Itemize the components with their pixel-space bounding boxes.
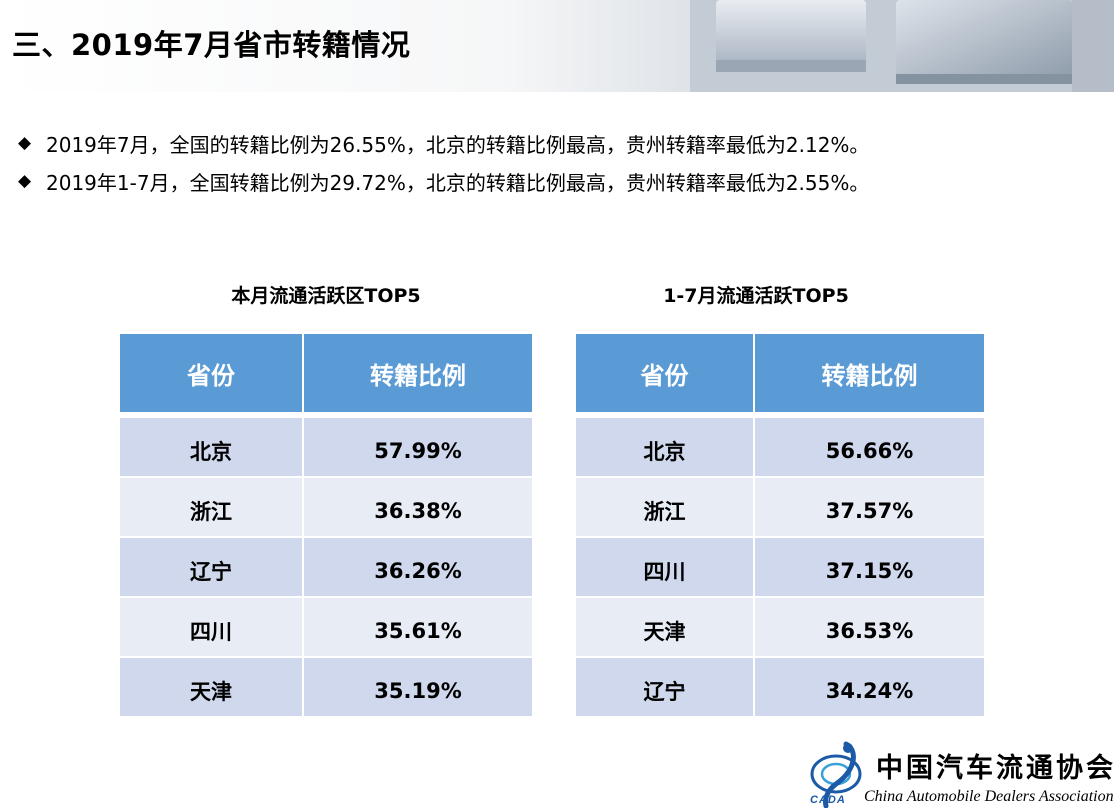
- column-header-ratio: 转籍比例: [303, 334, 532, 412]
- table-ytd-top5: 省份 转籍比例 北京 56.66% 浙江 37.57% 四川 37.15% 天津…: [576, 334, 984, 716]
- table-row: 辽宁 36.26%: [120, 536, 532, 597]
- cell-ratio: 35.19%: [303, 656, 532, 716]
- table-row: 天津 36.53%: [576, 596, 984, 657]
- table-monthly-top5: 省份 转籍比例 北京 57.99% 浙江 36.38% 辽宁 36.26% 四川…: [120, 334, 532, 716]
- logo-name-chinese: 中国汽车流通协会: [876, 753, 1114, 784]
- table-row: 浙江 36.38%: [120, 476, 532, 537]
- column-header-ratio: 转籍比例: [754, 334, 984, 412]
- cell-ratio: 34.24%: [754, 656, 984, 716]
- cada-emblem-icon: [810, 741, 862, 808]
- cell-ratio: 37.57%: [754, 476, 984, 537]
- cell-ratio: 35.61%: [303, 596, 532, 657]
- page-title: 三、2019年7月省市转籍情况: [12, 28, 411, 62]
- summary-bullets: ◆ 2019年7月，全国的转籍比例为26.55%，北京的转籍比例最高，贵州转籍率…: [18, 124, 1098, 200]
- cell-ratio: 36.38%: [303, 476, 532, 537]
- header-photo-cubes: [690, 0, 1114, 92]
- cell-province: 北京: [576, 416, 755, 477]
- cell-ratio: 56.66%: [754, 416, 984, 477]
- logo-abbreviation: CADA: [810, 794, 846, 806]
- table-row: 北京 57.99%: [120, 416, 532, 477]
- cell-province: 浙江: [576, 476, 755, 537]
- column-header-province: 省份: [576, 334, 755, 412]
- table-row: 四川 35.61%: [120, 596, 532, 657]
- diamond-bullet-icon: ◆: [18, 133, 32, 153]
- cell-province: 辽宁: [120, 536, 304, 597]
- table-row: 浙江 37.57%: [576, 476, 984, 537]
- table-header-row: 省份 转籍比例: [576, 334, 984, 412]
- cada-logo: CADA 中国汽车流通协会 China Automobile Dealers A…: [798, 738, 1114, 810]
- cell-province: 四川: [120, 596, 304, 657]
- logo-name-english: China Automobile Dealers Association: [864, 788, 1114, 805]
- header-banner: 三、2019年7月省市转籍情况: [0, 0, 1114, 92]
- cell-province: 辽宁: [576, 656, 755, 716]
- table-row: 四川 37.15%: [576, 536, 984, 597]
- cell-ratio: 36.26%: [303, 536, 532, 597]
- table-row: 辽宁 34.24%: [576, 656, 984, 716]
- table-row: 北京 56.66%: [576, 416, 984, 477]
- bullet-text: 2019年7月，全国的转籍比例为26.55%，北京的转籍比例最高，贵州转籍率最低…: [46, 132, 870, 157]
- cell-province: 天津: [576, 596, 755, 657]
- cell-province: 四川: [576, 536, 755, 597]
- cell-ratio: 37.15%: [754, 536, 984, 597]
- table-row: 天津 35.19%: [120, 656, 532, 716]
- table-header-row: 省份 转籍比例: [120, 334, 532, 412]
- cell-province: 北京: [120, 416, 304, 477]
- diamond-bullet-icon: ◆: [18, 171, 32, 191]
- bullet-item: ◆ 2019年1-7月，全国转籍比例为29.72%，北京的转籍比例最高，贵州转籍…: [18, 162, 1098, 200]
- table-title-monthly: 本月流通活跃区TOP5: [231, 285, 421, 307]
- cell-province: 浙江: [120, 476, 304, 537]
- cell-ratio: 36.53%: [754, 596, 984, 657]
- column-header-province: 省份: [120, 334, 304, 412]
- bullet-text: 2019年1-7月，全国转籍比例为29.72%，北京的转籍比例最高，贵州转籍率最…: [46, 170, 870, 195]
- bullet-item: ◆ 2019年7月，全国的转籍比例为26.55%，北京的转籍比例最高，贵州转籍率…: [18, 124, 1098, 162]
- cell-province: 天津: [120, 656, 304, 716]
- table-title-ytd: 1-7月流通活跃TOP5: [663, 285, 849, 307]
- cell-ratio: 57.99%: [303, 416, 532, 477]
